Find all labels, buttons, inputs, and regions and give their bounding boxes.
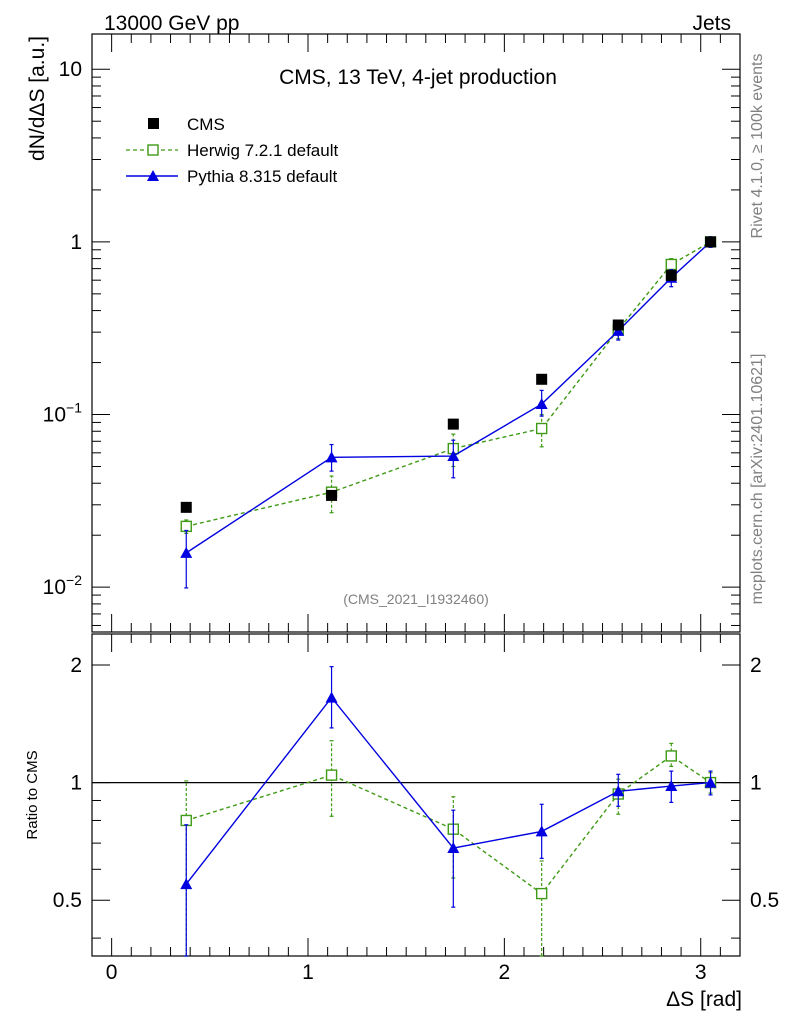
ratio-pythia-line xyxy=(185,696,711,885)
header-right-label: Jets xyxy=(692,12,731,35)
main-y-tick-label: 10−1 xyxy=(43,400,83,427)
main-cms-point xyxy=(326,489,338,501)
main-axis-ticks: 10−2 10−1 1 10 xyxy=(43,34,741,632)
ratio-herwig-point xyxy=(180,814,192,827)
legend-entry-herwig: Herwig 7.2.1 default xyxy=(126,141,338,160)
legend-herwig-label: Herwig 7.2.1 default xyxy=(187,141,338,160)
ratio-pythia-point xyxy=(704,776,717,788)
rivet-side-label: Rivet 4.1.0, ≥ 100k events xyxy=(749,54,766,239)
main-panel: CMS, 13 TeV, 4-jet production (CMS_2021_… xyxy=(26,33,741,633)
ratio-pythia-point xyxy=(612,785,625,797)
x-tick-label: 2 xyxy=(499,961,511,984)
main-pythia-point xyxy=(325,451,338,463)
main-y-tick-label: 1 xyxy=(70,231,82,254)
ratio-plot-frame xyxy=(91,633,741,957)
ratio-y-tick-label-left: 1 xyxy=(70,772,82,795)
main-cms-point xyxy=(447,418,459,430)
ratio-herwig-point xyxy=(665,750,677,762)
main-cms-point xyxy=(705,236,717,248)
main-herwig-line xyxy=(186,241,711,528)
main-herwig-point xyxy=(180,520,192,533)
main-cms-point xyxy=(536,373,548,385)
legend-pythia-label: Pythia 8.315 default xyxy=(187,167,338,186)
main-pythia-point xyxy=(535,398,548,410)
x-tick-label: 0 xyxy=(106,961,118,984)
main-cms-point xyxy=(665,269,677,281)
legend: CMS Herwig 7.2.1 default Pythia 8.315 de… xyxy=(126,115,338,186)
ratio-panel: Ratio to CMS ΔS [rad] 0.5 0.5 1 1 2 2 0 1 2 3 xyxy=(24,633,779,1011)
legend-cms-label: CMS xyxy=(187,115,225,134)
x-tick-label: 1 xyxy=(302,961,314,984)
ratio-pythia-point xyxy=(447,842,460,854)
ratio-y-axis-label: Ratio to CMS xyxy=(24,750,41,839)
legend-cms-marker xyxy=(148,118,159,129)
ratio-y-tick-label-left: 0.5 xyxy=(53,889,82,912)
main-y-tick-label: 10−2 xyxy=(43,572,83,599)
main-herwig-point xyxy=(665,258,677,271)
main-pythia-point xyxy=(180,546,193,558)
legend-entry-pythia: Pythia 8.315 default xyxy=(126,167,338,186)
ratio-pythia-point xyxy=(180,878,193,890)
ratio-y-tick-label-right: 1 xyxy=(750,772,762,795)
ratio-pythia-point xyxy=(325,691,338,703)
main-series-layer xyxy=(180,235,717,589)
main-herwig-point xyxy=(535,422,548,435)
ratio-series-layer xyxy=(180,666,717,957)
ratio-pythia-point xyxy=(535,825,548,837)
header-left-label: 13000 GeV pp xyxy=(104,12,239,35)
ratio-y-tick-label-left: 2 xyxy=(70,654,82,677)
main-chart-title: CMS, 13 TeV, 4-jet production xyxy=(279,66,557,89)
legend-pythia-marker xyxy=(147,170,159,181)
main-cms-point xyxy=(180,501,192,513)
main-cms-point xyxy=(612,319,624,331)
ratio-pythia-point xyxy=(665,780,678,792)
legend-entry-cms: CMS xyxy=(148,115,225,134)
ratio-herwig-point xyxy=(535,887,548,900)
main-pythia-point xyxy=(447,450,460,462)
ratio-y-tick-label-right: 2 xyxy=(750,654,762,677)
x-tick-label: 3 xyxy=(695,961,707,984)
x-axis-label: ΔS [rad] xyxy=(666,988,742,1011)
ratio-y-tick-label-right: 0.5 xyxy=(750,889,779,912)
main-y-tick-label: 10 xyxy=(59,58,82,81)
ratio-axis-ticks: 0.5 0.5 1 1 2 2 0 1 2 3 xyxy=(53,634,779,984)
analysis-watermark: (CMS_2021_I1932460) xyxy=(343,591,489,607)
ratio-herwig-point xyxy=(325,769,338,781)
mcplots-side-label: mcplots.cern.ch [arXiv:2401.10621] xyxy=(749,354,766,605)
main-y-axis-label: dN/dΔS [a.u.] xyxy=(26,36,49,161)
legend-herwig-marker xyxy=(147,144,159,156)
main-plot-frame xyxy=(91,33,741,633)
main-pythia-line xyxy=(185,241,712,554)
